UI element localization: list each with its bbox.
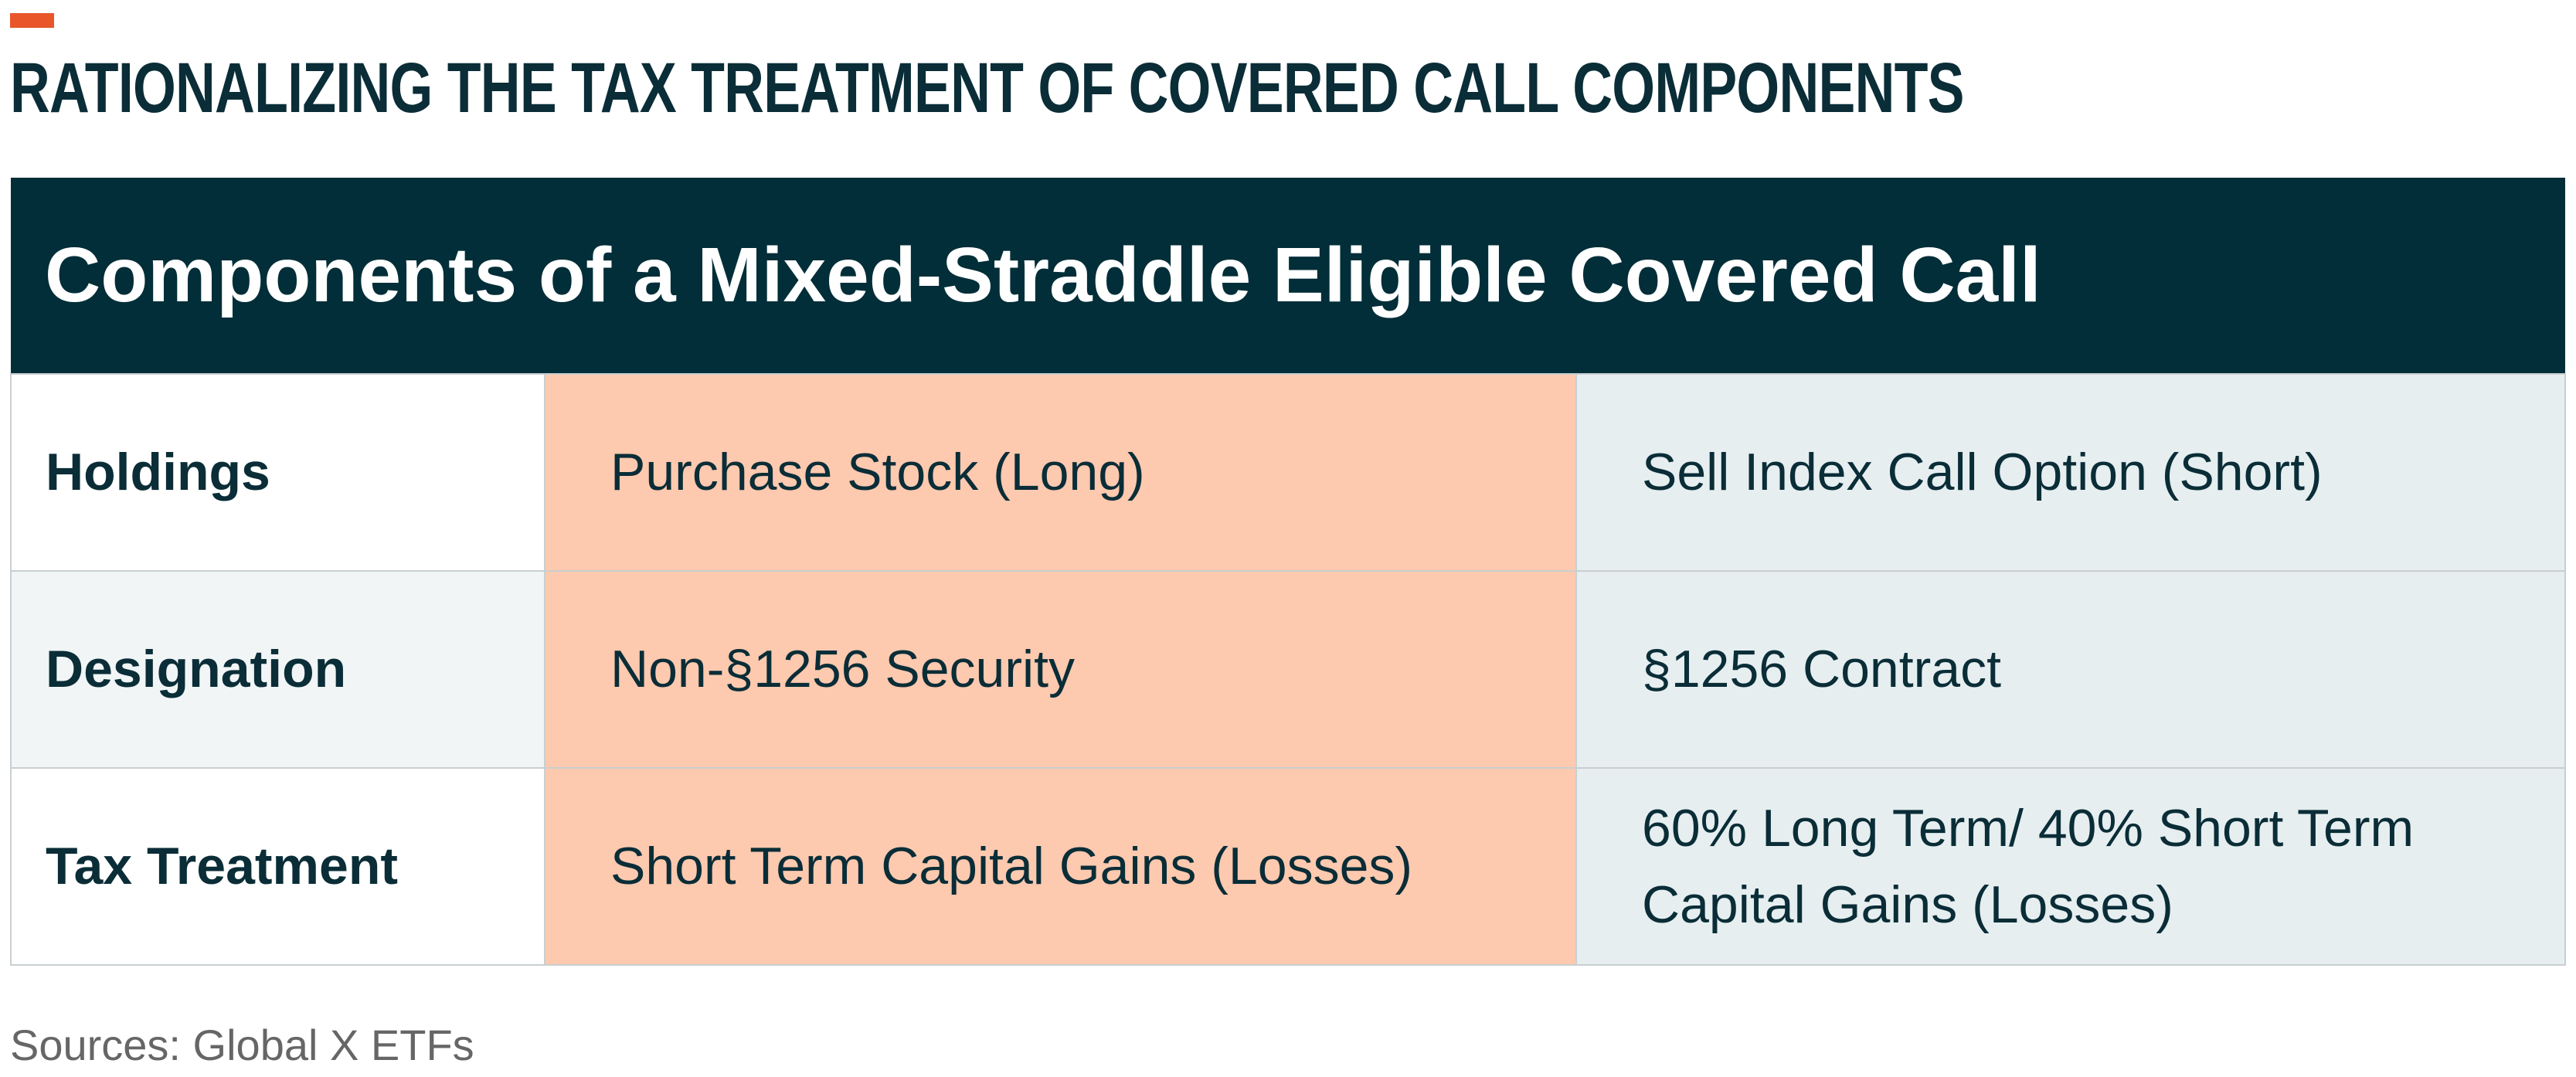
table-row: Holdings Purchase Stock (Long) Sell Inde… (10, 373, 2567, 572)
table-header-row: Components of a Mixed-Straddle Eligible … (11, 178, 2566, 374)
cell: 60% Long Term/ 40% Short Term Capital Ga… (1575, 767, 2567, 966)
page-title: RATIONALIZING THE TAX TREATMENT OF COVER… (10, 49, 1965, 127)
cell: §1256 Contract (1575, 570, 2567, 769)
cell: Non-§1256 Security (544, 570, 1577, 769)
table-row: Tax Treatment Short Term Capital Gains (… (10, 767, 2567, 966)
row-label: Tax Treatment (10, 767, 545, 966)
table-title: Components of a Mixed-Straddle Eligible … (11, 178, 2566, 374)
cell: Short Term Capital Gains (Losses) (544, 767, 1577, 966)
row-label: Holdings (10, 373, 545, 572)
table: Components of a Mixed-Straddle Eligible … (10, 178, 2567, 966)
row-label: Designation (10, 570, 545, 769)
cell: Sell Index Call Option (Short) (1575, 373, 2567, 572)
source-note: Sources: Global X ETFs (10, 1021, 474, 1069)
accent-bar (10, 13, 54, 28)
table-row: Designation Non-§1256 Security §1256 Con… (10, 570, 2567, 769)
cell: Purchase Stock (Long) (544, 373, 1577, 572)
